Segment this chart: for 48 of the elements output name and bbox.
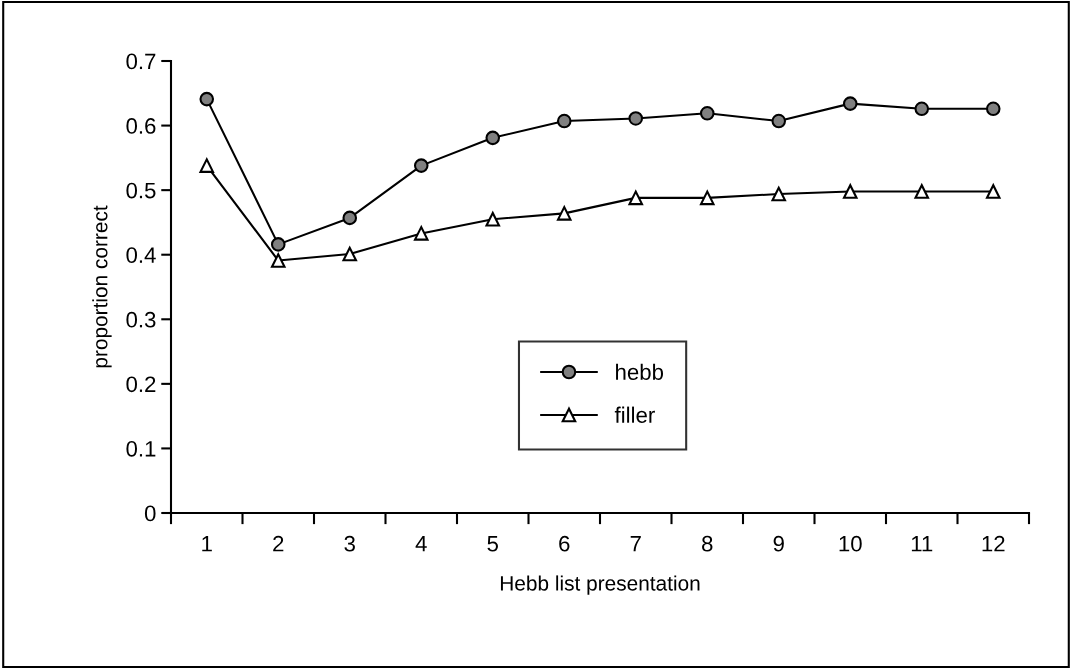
point	[699, 190, 715, 206]
y-tick-label: 0.2	[126, 376, 156, 393]
x-tick-label: 12	[982, 535, 1005, 552]
point	[199, 158, 215, 173]
y-axis-title: proportion correct	[92, 205, 112, 368]
y-tick-label: 0.5	[126, 182, 156, 199]
legend-label: filler	[614, 406, 655, 423]
x-axis-title: Hebb list presentation	[500, 575, 700, 595]
y-tick-label: 0.3	[126, 311, 156, 328]
point	[270, 237, 286, 252]
y-tick-label: 0	[144, 505, 156, 522]
point	[914, 101, 930, 117]
point	[485, 130, 501, 146]
x-tick-label: 9	[773, 535, 784, 552]
point	[771, 113, 787, 129]
x-tick-label: 10	[839, 535, 862, 552]
y-tick-label: 0.6	[126, 118, 156, 134]
y-tick-label: 0.1	[126, 440, 156, 457]
x-tick-label: 3	[344, 535, 355, 552]
point	[342, 246, 358, 262]
point	[985, 184, 1001, 199]
point	[413, 158, 429, 173]
x-tick-label: 1	[202, 536, 212, 552]
x-tick-label: 5	[487, 536, 498, 552]
point	[771, 186, 787, 202]
point	[199, 91, 215, 107]
point	[628, 111, 644, 126]
x-tick-label: 2	[273, 535, 284, 552]
point	[342, 210, 358, 226]
point	[914, 184, 930, 199]
x-tick-label: 8	[702, 535, 713, 552]
point	[628, 190, 644, 206]
point	[556, 206, 572, 221]
point	[842, 184, 858, 199]
y-tick-label: 0.4	[126, 247, 156, 263]
point	[413, 226, 429, 241]
point	[842, 96, 858, 111]
x-tick-label: 7	[630, 536, 641, 552]
x-tick-label: 11	[911, 536, 933, 552]
point	[556, 113, 572, 129]
x-tick-label: 6	[559, 535, 570, 552]
point	[699, 106, 715, 121]
y-tick-label: 0.7	[126, 53, 156, 70]
point	[485, 211, 501, 227]
point	[270, 253, 286, 268]
point	[985, 101, 1001, 117]
legend-label: hebb	[616, 363, 664, 380]
x-tick-label: 4	[415, 536, 427, 552]
